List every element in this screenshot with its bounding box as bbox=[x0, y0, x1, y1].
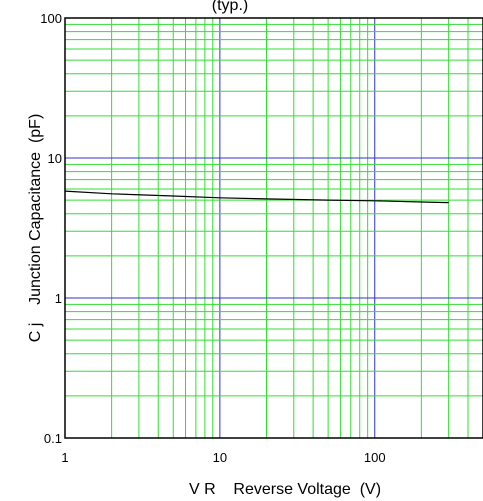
y-tick-label: 0.1 bbox=[44, 431, 62, 446]
plot-frame bbox=[64, 17, 483, 439]
tick-labels: 1 10 100 0.1 1 10 100 bbox=[40, 11, 385, 465]
x-axis-label: V R Reverse Voltage (V) bbox=[189, 481, 381, 498]
series-line-capacitance bbox=[64, 190, 449, 204]
chart-grid bbox=[65, 18, 483, 438]
y-tick-label: 100 bbox=[40, 11, 62, 26]
y-tick-label: 1 bbox=[55, 291, 62, 306]
y-axis-label: C j Junction Capacitance (pF) bbox=[27, 114, 44, 343]
chart-title: (typ.) bbox=[212, 0, 248, 14]
y-tick-label: 10 bbox=[48, 151, 62, 166]
x-tick-label: 1 bbox=[61, 450, 68, 465]
x-tick-label: 100 bbox=[364, 450, 386, 465]
x-tick-label: 10 bbox=[213, 450, 227, 465]
